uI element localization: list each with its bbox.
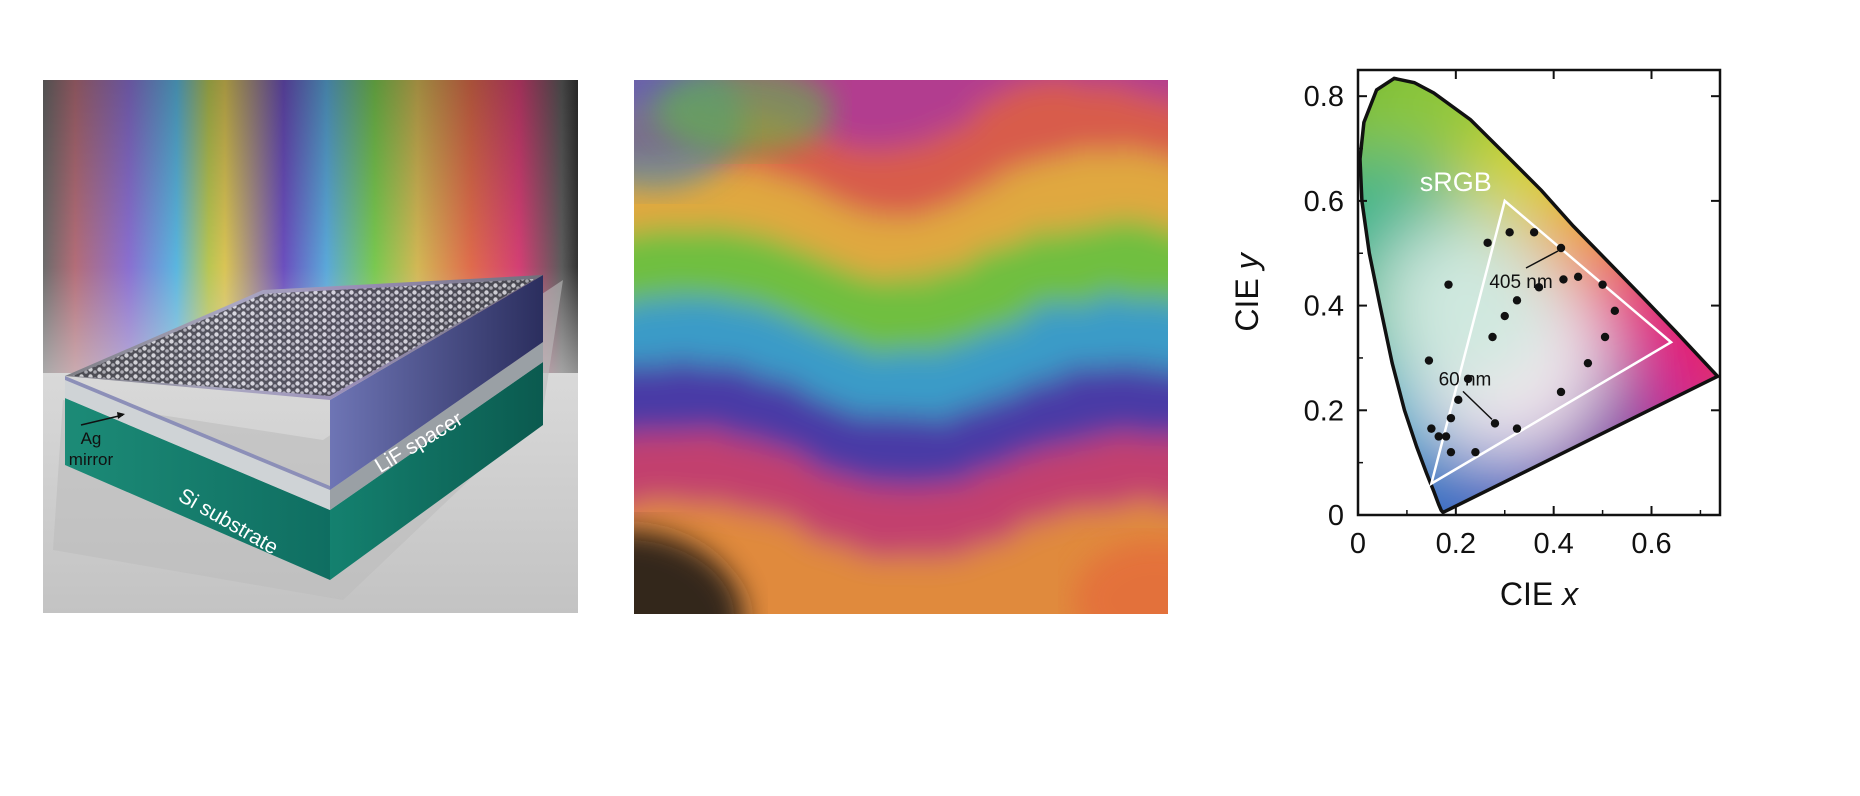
data-point <box>1454 395 1463 405</box>
data-points <box>1424 228 1620 457</box>
annotation-label: 405 nm <box>1489 272 1552 293</box>
data-point <box>1483 238 1492 247</box>
x-tick-label: 0.6 <box>1631 528 1671 560</box>
data-point <box>1556 243 1566 253</box>
data-point <box>1600 332 1610 342</box>
y-tick-label: 0.2 <box>1304 395 1344 427</box>
ag-mirror-label-line1: Ag <box>80 429 102 448</box>
data-point <box>1434 432 1443 441</box>
annotation-arrow <box>1462 390 1493 420</box>
srgb-label: sRGB <box>1420 167 1492 197</box>
x-tick-label: 0.4 <box>1534 528 1574 560</box>
data-point <box>1463 374 1473 384</box>
y-tick-label: 0.6 <box>1304 186 1344 218</box>
x-axis-label: CIE x <box>1500 576 1579 612</box>
data-point <box>1444 280 1453 289</box>
y-tick-label: 0.8 <box>1304 81 1344 113</box>
data-point <box>1512 296 1522 305</box>
srgb-gamut-triangle <box>1429 198 1674 487</box>
data-point <box>1529 228 1539 237</box>
data-point <box>1559 275 1568 284</box>
device-drawing <box>53 275 563 600</box>
cie-chromaticity-chart: 0 0.2 0.4 0.6 0 0.2 0.4 0.6 0.8 sRGB 405 nm 60 nm… <box>1200 60 1860 740</box>
axis-ticks: 0 0.2 0.4 0.6 0 0.2 0.4 0.6 0.8 <box>1304 70 1720 560</box>
data-point <box>1583 358 1593 368</box>
data-point <box>1512 424 1522 433</box>
data-point <box>1490 419 1500 428</box>
data-point <box>1573 272 1583 281</box>
annotation-label: 60 nm <box>1439 369 1492 390</box>
y-axis-label: CIE y <box>1229 251 1265 331</box>
plot-frame <box>1356 68 1722 517</box>
data-point <box>1424 356 1434 365</box>
ag-mirror-label-line2: mirror <box>68 450 114 469</box>
data-point <box>1441 432 1451 441</box>
device-illustration: LiF spacer Si substrate Ag mirror <box>43 80 578 613</box>
spectral-locus-fill <box>1360 78 1718 513</box>
annotation-arrow <box>1525 250 1559 269</box>
data-point <box>1505 228 1514 237</box>
data-point <box>1446 447 1456 457</box>
data-point <box>1500 311 1509 321</box>
data-point <box>1610 306 1620 316</box>
data-point <box>1471 447 1480 457</box>
y-tick-label: 0.4 <box>1304 291 1344 323</box>
x-tick-label: 0.2 <box>1436 528 1476 560</box>
ag-mirror-label: Ag mirror <box>51 428 131 470</box>
data-point <box>1556 387 1566 397</box>
structural-color-map <box>634 80 1168 614</box>
data-point <box>1534 283 1544 292</box>
data-point <box>1427 424 1436 433</box>
data-point <box>1488 332 1497 342</box>
annotations: 405 nm 60 nm <box>1439 250 1559 420</box>
color-map-image <box>634 80 1168 614</box>
data-point <box>1446 413 1456 423</box>
cie-plot: 0 0.2 0.4 0.6 0 0.2 0.4 0.6 0.8 sRGB 405 nm 60 nm… <box>1229 68 1722 612</box>
y-tick-label: 0 <box>1328 500 1344 532</box>
x-tick-label: 0 <box>1350 528 1366 560</box>
data-point <box>1598 280 1607 289</box>
spectral-locus-outline <box>1358 76 1721 515</box>
